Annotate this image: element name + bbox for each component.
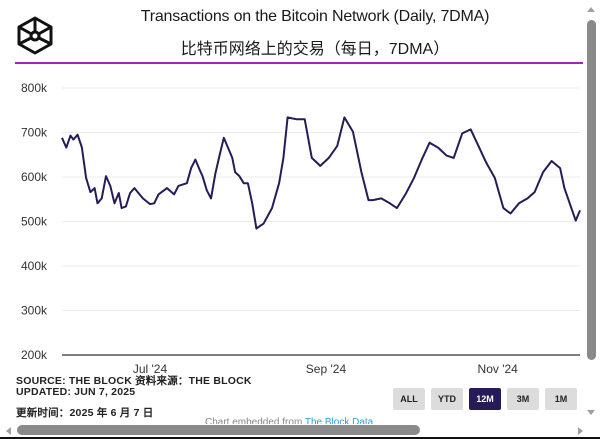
range-button-all[interactable]: ALL bbox=[393, 388, 425, 410]
range-button-12m[interactable]: 12M bbox=[469, 388, 501, 410]
window-bottom-edge bbox=[0, 437, 600, 439]
gridlines bbox=[62, 87, 580, 311]
scroll-down-arrow-icon[interactable] bbox=[587, 410, 595, 415]
updated-date: UPDATED: JUN 7, 2025 bbox=[16, 386, 136, 398]
horizontal-scrollbar[interactable] bbox=[0, 424, 600, 437]
embed-credit: Chart embedded from The Block Data bbox=[205, 417, 373, 425]
chart-title-chinese: 比特币网络上的交易（每日，7DMA） bbox=[180, 41, 450, 58]
series-line-transactions bbox=[61, 116, 581, 230]
range-button-3m[interactable]: 3M bbox=[507, 388, 539, 410]
x-tick-label: Sep '24 bbox=[306, 362, 347, 376]
embed-credit-text: Chart embedded from bbox=[205, 417, 305, 425]
x-tick-label: Nov '24 bbox=[478, 362, 519, 376]
scroll-right-arrow-icon[interactable] bbox=[578, 427, 583, 435]
range-button-1m[interactable]: 1M bbox=[545, 388, 577, 410]
updated-date-chinese: 更新时间：2025 年 6 月 7 日 bbox=[16, 407, 154, 419]
range-selector: ALL YTD 12M 3M 1M bbox=[393, 388, 577, 410]
vertical-scrollbar[interactable] bbox=[583, 0, 600, 425]
y-tick-label: 700k bbox=[21, 126, 48, 140]
source-note: SOURCE: THE BLOCK 资料来源：THE BLOCK bbox=[16, 375, 252, 387]
y-tick-label: 800k bbox=[21, 81, 48, 95]
y-tick-label: 500k bbox=[21, 215, 48, 229]
scroll-up-arrow-icon[interactable] bbox=[587, 7, 595, 12]
range-button-ytd[interactable]: YTD bbox=[431, 388, 463, 410]
vertical-scroll-thumb[interactable] bbox=[587, 20, 596, 360]
title-divider bbox=[15, 62, 583, 64]
scroll-left-arrow-icon[interactable] bbox=[6, 427, 11, 435]
chart-title: Transactions on the Bitcoin Network (Dai… bbox=[140, 8, 490, 25]
the-block-logo-icon bbox=[17, 16, 53, 55]
y-tick-label: 200k bbox=[21, 348, 48, 362]
y-tick-label: 400k bbox=[21, 259, 48, 273]
y-axis-ticks: 200k 300k 400k 500k 600k 700k 800k bbox=[21, 81, 48, 362]
line-chart: 200k 300k 400k 500k 600k 700k 800k Jul '24 Sep … bbox=[21, 81, 581, 376]
x-tick-label: Jul '24 bbox=[133, 362, 168, 376]
horizontal-scroll-thumb[interactable] bbox=[17, 425, 420, 435]
y-tick-label: 300k bbox=[21, 304, 48, 318]
y-tick-label: 600k bbox=[21, 170, 48, 184]
the-block-data-link[interactable]: The Block Data bbox=[304, 417, 374, 425]
